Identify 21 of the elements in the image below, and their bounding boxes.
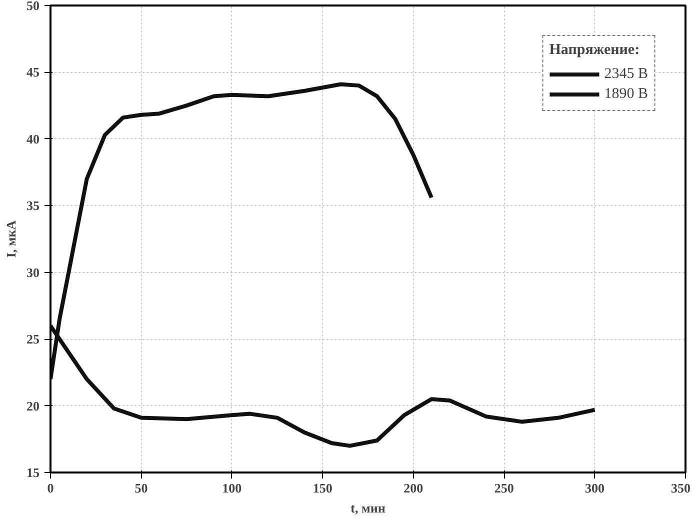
legend-label: 2345 В (604, 66, 648, 82)
x-tick-label: 200 (404, 480, 424, 496)
x-tick-label: 350 (671, 480, 690, 496)
y-tick-label: 35 (26, 198, 40, 214)
y-tick-label: 45 (26, 64, 40, 80)
y-axis-title: I, мкА (4, 220, 18, 258)
x-tick-label: 250 (494, 480, 514, 496)
y-tick-label: 30 (26, 264, 40, 280)
legend-title: Напряжение: (549, 42, 641, 59)
x-tick-label: 300 (585, 480, 605, 496)
x-tick-label: 100 (222, 480, 242, 496)
x-tick-label: 150 (312, 480, 332, 496)
x-axis-title: t, мин (350, 500, 386, 516)
y-tick-label: 25 (26, 332, 40, 347)
legend-label: 1890 В (604, 86, 648, 102)
y-tick-label: 20 (26, 398, 40, 414)
y-tick-label: 50 (26, 0, 40, 13)
y-tick-label: 15 (26, 465, 40, 480)
y-tick-label: 40 (26, 131, 40, 146)
x-tick-label: 50 (134, 480, 148, 496)
x-tick-label: 0 (47, 480, 54, 496)
